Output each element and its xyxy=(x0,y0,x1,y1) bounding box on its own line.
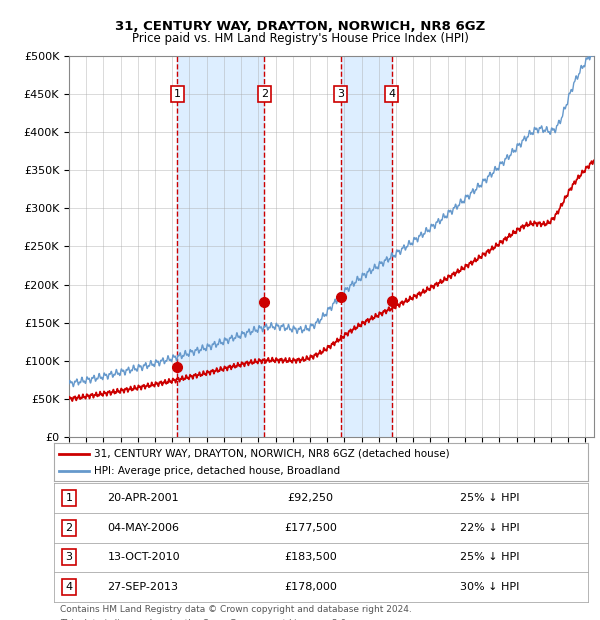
Text: 4: 4 xyxy=(65,582,73,592)
Text: 1: 1 xyxy=(65,493,73,503)
Text: 3: 3 xyxy=(65,552,73,562)
Text: 25% ↓ HPI: 25% ↓ HPI xyxy=(460,493,520,503)
Text: 27-SEP-2013: 27-SEP-2013 xyxy=(107,582,178,592)
Text: 3: 3 xyxy=(337,89,344,99)
Bar xyxy=(178,56,264,437)
Bar xyxy=(341,56,392,437)
Text: 20-APR-2001: 20-APR-2001 xyxy=(107,493,179,503)
Text: Price paid vs. HM Land Registry's House Price Index (HPI): Price paid vs. HM Land Registry's House … xyxy=(131,32,469,45)
Text: £183,500: £183,500 xyxy=(284,552,337,562)
Text: 4: 4 xyxy=(388,89,395,99)
Text: 13-OCT-2010: 13-OCT-2010 xyxy=(107,552,180,562)
Text: 22% ↓ HPI: 22% ↓ HPI xyxy=(460,523,520,533)
Text: £92,250: £92,250 xyxy=(287,493,334,503)
Text: 30% ↓ HPI: 30% ↓ HPI xyxy=(460,582,519,592)
Text: 1: 1 xyxy=(174,89,181,99)
Text: This data is licensed under the Open Government Licence v3.0.: This data is licensed under the Open Gov… xyxy=(60,619,349,620)
Text: 31, CENTURY WAY, DRAYTON, NORWICH, NR8 6GZ: 31, CENTURY WAY, DRAYTON, NORWICH, NR8 6… xyxy=(115,20,485,33)
Text: 04-MAY-2006: 04-MAY-2006 xyxy=(107,523,179,533)
Text: £177,500: £177,500 xyxy=(284,523,337,533)
Text: £178,000: £178,000 xyxy=(284,582,337,592)
Text: 25% ↓ HPI: 25% ↓ HPI xyxy=(460,552,520,562)
Text: 2: 2 xyxy=(260,89,268,99)
Text: 31, CENTURY WAY, DRAYTON, NORWICH, NR8 6GZ (detached house): 31, CENTURY WAY, DRAYTON, NORWICH, NR8 6… xyxy=(94,449,449,459)
Text: 2: 2 xyxy=(65,523,73,533)
Text: Contains HM Land Registry data © Crown copyright and database right 2024.: Contains HM Land Registry data © Crown c… xyxy=(60,605,412,614)
Text: HPI: Average price, detached house, Broadland: HPI: Average price, detached house, Broa… xyxy=(94,466,340,476)
